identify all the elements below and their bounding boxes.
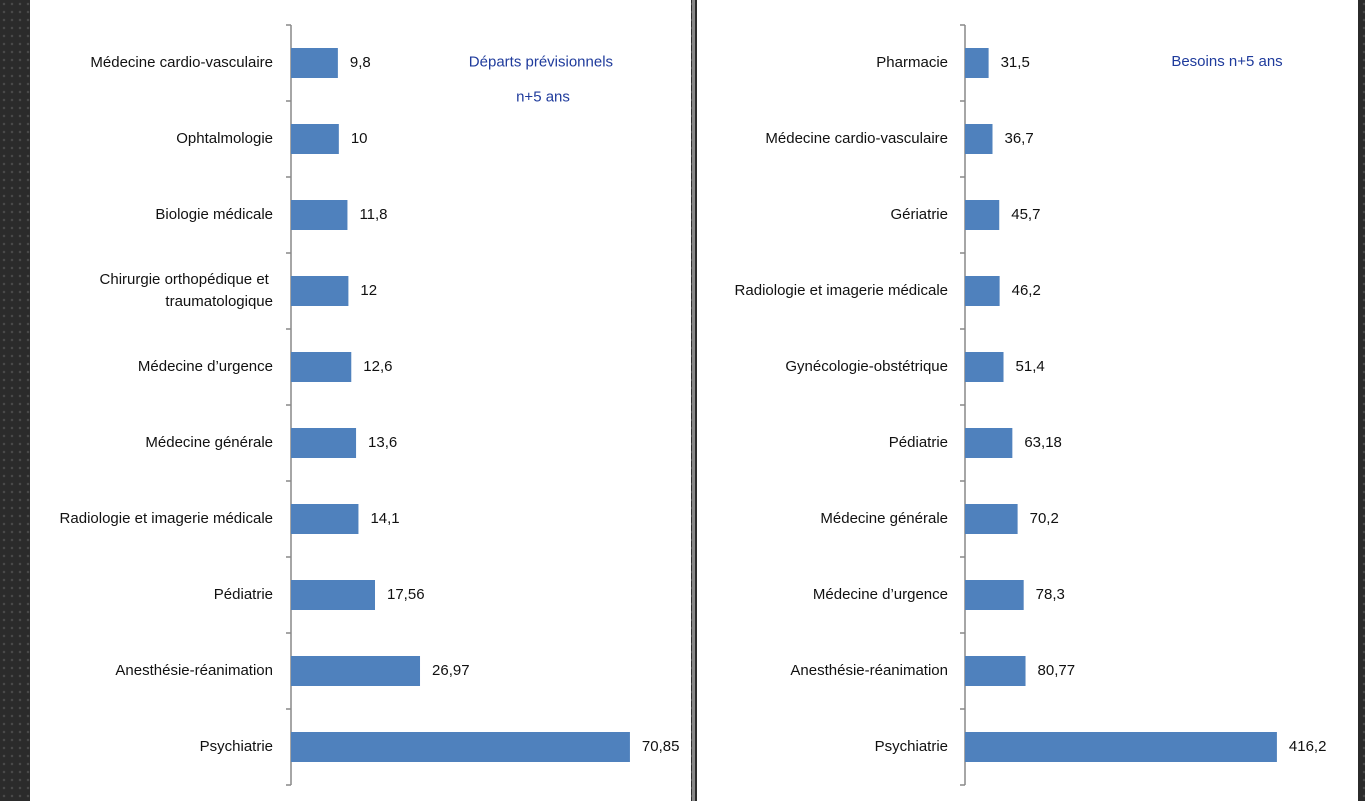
value-label: 416,2 bbox=[1289, 738, 1327, 755]
value-label: 14,1 bbox=[370, 510, 399, 527]
value-label: 80,77 bbox=[1038, 662, 1076, 679]
category-label: Médecine d’urgence bbox=[813, 586, 948, 603]
bar bbox=[291, 732, 630, 762]
bar bbox=[965, 200, 1000, 230]
bar bbox=[965, 276, 1000, 306]
bar bbox=[291, 428, 357, 458]
value-label: 51,4 bbox=[1016, 358, 1045, 375]
value-label: 63,18 bbox=[1024, 434, 1062, 451]
category-label: Biologie médicale bbox=[155, 206, 273, 223]
value-label: 78,3 bbox=[1036, 586, 1065, 603]
category-label: Pédiatrie bbox=[214, 586, 273, 603]
value-label: 17,56 bbox=[387, 586, 425, 603]
value-label: 13,6 bbox=[368, 434, 397, 451]
value-label: 12,6 bbox=[363, 358, 392, 375]
category-label: Médecine cardio-vasculaire bbox=[765, 130, 948, 147]
category-label: Médecine générale bbox=[820, 510, 948, 527]
value-label: 70,85 bbox=[642, 738, 680, 755]
bar bbox=[965, 124, 993, 154]
value-label: 46,2 bbox=[1012, 282, 1041, 299]
value-label: 12 bbox=[360, 282, 377, 299]
chart-title: Départs prévisionnels n+5 ans bbox=[469, 53, 617, 105]
value-label: 9,8 bbox=[350, 54, 371, 71]
value-label: 31,5 bbox=[1001, 54, 1030, 71]
bar bbox=[965, 352, 1004, 382]
bar bbox=[965, 504, 1018, 534]
bar bbox=[965, 428, 1013, 458]
value-label: 10 bbox=[351, 130, 368, 147]
category-label: Pédiatrie bbox=[889, 434, 948, 451]
category-label: Gynécologie-obstétrique bbox=[785, 358, 948, 375]
category-label: Anesthésie-réanimation bbox=[790, 662, 948, 679]
bar bbox=[965, 656, 1026, 686]
bar bbox=[291, 504, 359, 534]
bar bbox=[965, 48, 989, 78]
value-label: 70,2 bbox=[1030, 510, 1059, 527]
category-label: Ophtalmologie bbox=[176, 130, 273, 147]
bar bbox=[291, 200, 348, 230]
panel bbox=[697, 0, 1358, 801]
category-label: Psychiatrie bbox=[875, 738, 948, 755]
category-label: Anesthésie-réanimation bbox=[115, 662, 273, 679]
bar bbox=[965, 580, 1024, 610]
bar bbox=[291, 580, 376, 610]
bar bbox=[291, 48, 338, 78]
chart-title: Besoins n+5 ans bbox=[1171, 53, 1282, 70]
bar bbox=[291, 352, 352, 382]
bar bbox=[291, 656, 421, 686]
value-label: 36,7 bbox=[1005, 130, 1034, 147]
category-label: Chirurgie orthopédique et traumatologiqu… bbox=[100, 271, 273, 310]
category-label: Médecine d’urgence bbox=[138, 358, 273, 375]
category-label: Gériatrie bbox=[890, 206, 948, 223]
bar bbox=[291, 124, 339, 154]
category-label: Pharmacie bbox=[876, 54, 948, 71]
value-label: 45,7 bbox=[1011, 206, 1040, 223]
category-label: Médecine cardio-vasculaire bbox=[90, 54, 273, 71]
value-label: 11,8 bbox=[359, 206, 387, 223]
category-label: Radiologie et imagerie médicale bbox=[735, 282, 948, 299]
value-label: 26,97 bbox=[432, 662, 470, 679]
category-label: Radiologie et imagerie médicale bbox=[60, 510, 273, 527]
category-label: Médecine générale bbox=[145, 434, 273, 451]
bar bbox=[291, 276, 349, 306]
category-label: Psychiatrie bbox=[200, 738, 273, 755]
bar bbox=[965, 732, 1277, 762]
